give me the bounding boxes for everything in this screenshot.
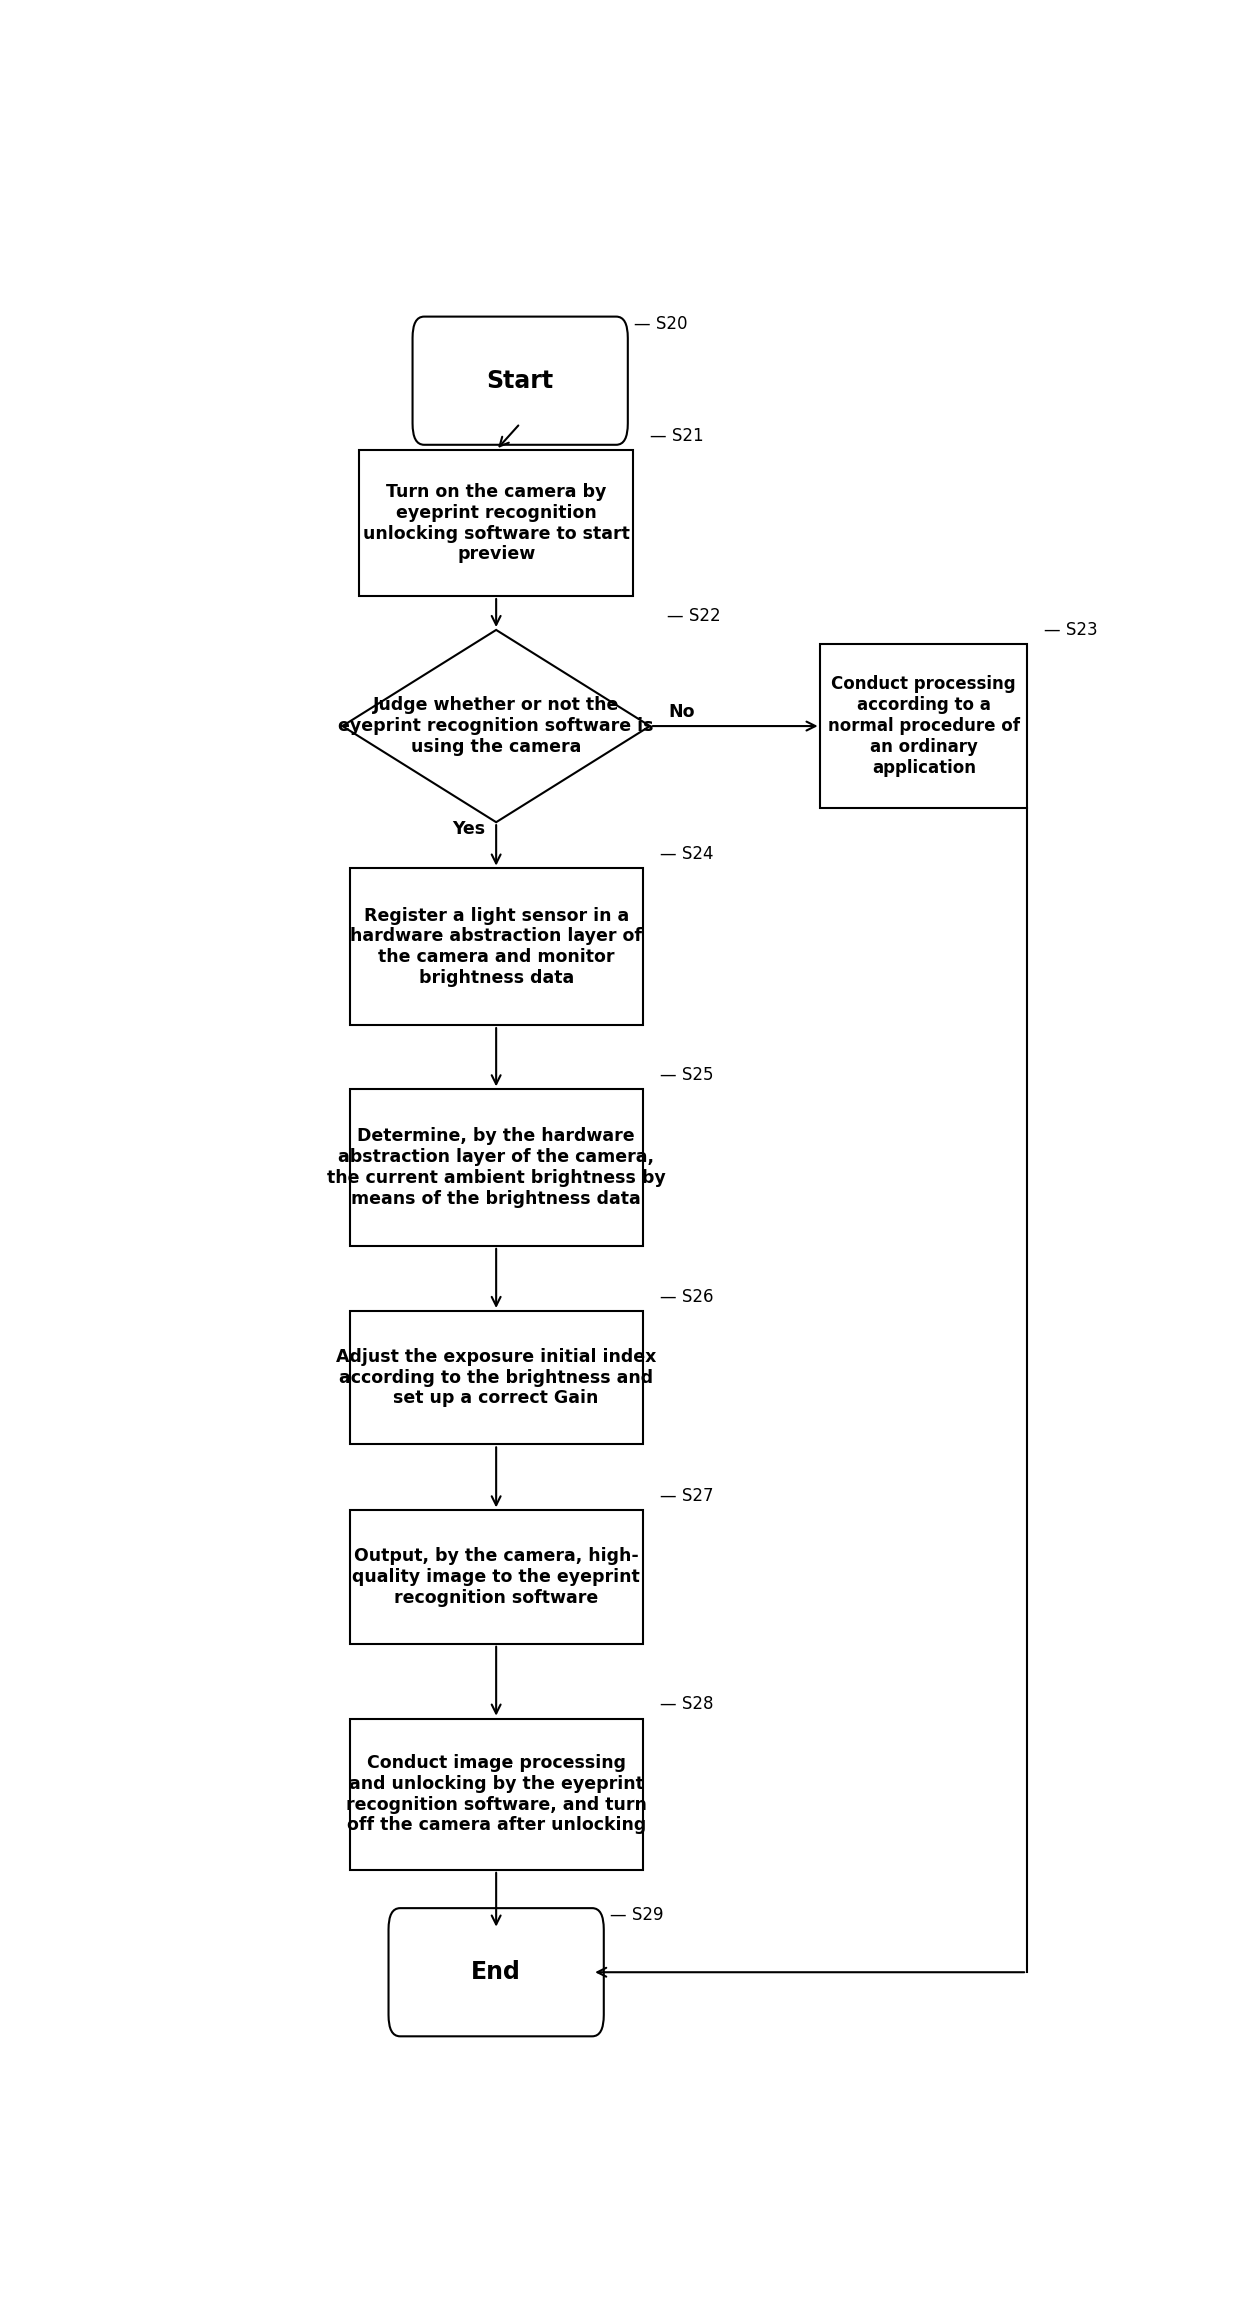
Text: — S27: — S27 xyxy=(660,1487,713,1505)
Text: — S20: — S20 xyxy=(634,314,687,333)
Text: — S25: — S25 xyxy=(660,1066,713,1084)
Text: — S29: — S29 xyxy=(610,1907,663,1924)
Text: — S23: — S23 xyxy=(1044,622,1099,638)
Text: — S26: — S26 xyxy=(660,1288,713,1306)
Text: Register a light sensor in a
hardware abstraction layer of
the camera and monito: Register a light sensor in a hardware ab… xyxy=(350,906,642,987)
Bar xyxy=(821,645,1027,807)
Bar xyxy=(350,1510,642,1644)
Text: Conduct processing
according to a
normal procedure of
an ordinary
application: Conduct processing according to a normal… xyxy=(828,675,1019,777)
Bar xyxy=(350,1718,642,1870)
FancyBboxPatch shape xyxy=(388,1907,604,2037)
Text: No: No xyxy=(668,703,694,721)
Text: Output, by the camera, high-
quality image to the eyeprint
recognition software: Output, by the camera, high- quality ima… xyxy=(352,1547,640,1607)
Text: — S28: — S28 xyxy=(660,1695,713,1713)
Text: — S24: — S24 xyxy=(660,846,713,862)
Text: End: End xyxy=(471,1961,521,1984)
Bar xyxy=(350,869,642,1024)
Text: Judge whether or not the
eyeprint recognition software is
using the camera: Judge whether or not the eyeprint recogn… xyxy=(339,696,653,756)
Bar xyxy=(360,451,634,596)
Text: Determine, by the hardware
abstraction layer of the camera,
the current ambient : Determine, by the hardware abstraction l… xyxy=(327,1128,666,1207)
Bar xyxy=(350,1089,642,1246)
Text: — S22: — S22 xyxy=(667,606,720,624)
Polygon shape xyxy=(342,629,650,823)
Text: Yes: Yes xyxy=(451,821,485,839)
Bar xyxy=(350,1311,642,1445)
Text: Turn on the camera by
eyeprint recognition
unlocking software to start
preview: Turn on the camera by eyeprint recogniti… xyxy=(363,483,630,564)
Text: — S21: — S21 xyxy=(651,428,704,444)
FancyBboxPatch shape xyxy=(413,317,627,444)
Text: Adjust the exposure initial index
according to the brightness and
set up a corre: Adjust the exposure initial index accord… xyxy=(336,1348,656,1408)
Text: Conduct image processing
and unlocking by the eyeprint
recognition software, and: Conduct image processing and unlocking b… xyxy=(346,1755,646,1833)
Text: Start: Start xyxy=(486,368,554,393)
